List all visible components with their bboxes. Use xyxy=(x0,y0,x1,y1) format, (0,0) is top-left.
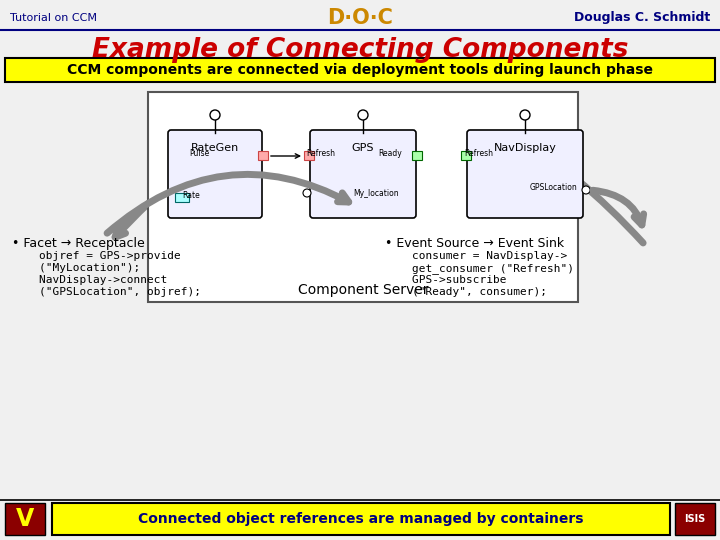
Circle shape xyxy=(358,110,368,120)
Text: get_consumer ("Refresh"): get_consumer ("Refresh") xyxy=(385,263,574,274)
FancyArrowPatch shape xyxy=(593,190,644,225)
Text: objref = GPS->provide: objref = GPS->provide xyxy=(12,251,181,261)
Text: NavDisplay: NavDisplay xyxy=(494,143,557,153)
Text: GPS->subscribe: GPS->subscribe xyxy=(385,275,506,285)
Text: ("MyLocation");: ("MyLocation"); xyxy=(12,263,140,273)
Text: Refresh: Refresh xyxy=(464,148,493,158)
Text: NavDisplay->connect: NavDisplay->connect xyxy=(12,275,167,285)
Text: consumer = NavDisplay->: consumer = NavDisplay-> xyxy=(385,251,567,261)
Text: GPS: GPS xyxy=(352,143,374,153)
FancyBboxPatch shape xyxy=(461,151,471,160)
FancyBboxPatch shape xyxy=(258,151,268,160)
FancyBboxPatch shape xyxy=(304,151,314,160)
Text: Connected object references are managed by containers: Connected object references are managed … xyxy=(138,512,584,526)
Text: • Event Source → Event Sink: • Event Source → Event Sink xyxy=(385,237,564,250)
Text: V: V xyxy=(16,507,34,531)
Circle shape xyxy=(582,186,590,194)
Text: Douglas C. Schmidt: Douglas C. Schmidt xyxy=(574,11,710,24)
Text: CCM components are connected via deployment tools during launch phase: CCM components are connected via deploym… xyxy=(67,63,653,77)
FancyArrowPatch shape xyxy=(107,174,348,233)
Circle shape xyxy=(210,110,220,120)
FancyBboxPatch shape xyxy=(412,151,422,160)
Text: ("GPSLocation", objref);: ("GPSLocation", objref); xyxy=(12,287,201,297)
FancyArrowPatch shape xyxy=(115,96,643,243)
Text: Pulse: Pulse xyxy=(190,148,210,158)
Text: ISIS: ISIS xyxy=(685,514,706,524)
Text: My_location: My_location xyxy=(353,188,399,198)
FancyArrowPatch shape xyxy=(271,154,300,158)
FancyBboxPatch shape xyxy=(148,92,578,302)
FancyBboxPatch shape xyxy=(168,130,262,218)
Text: D·O·C: D·O·C xyxy=(327,8,393,28)
Text: RateGen: RateGen xyxy=(191,143,239,153)
FancyBboxPatch shape xyxy=(175,193,189,202)
Text: Example of Connecting Components: Example of Connecting Components xyxy=(91,37,629,63)
Circle shape xyxy=(520,110,530,120)
Text: Component Server: Component Server xyxy=(298,283,428,297)
Text: Ready: Ready xyxy=(378,148,402,158)
Text: Tutorial on CCM: Tutorial on CCM xyxy=(10,13,97,23)
FancyBboxPatch shape xyxy=(5,503,45,535)
FancyBboxPatch shape xyxy=(467,130,583,218)
Text: Rate: Rate xyxy=(182,191,200,199)
FancyBboxPatch shape xyxy=(675,503,715,535)
Text: Refresh: Refresh xyxy=(306,148,335,158)
FancyBboxPatch shape xyxy=(310,130,416,218)
Text: ("Ready", consumer);: ("Ready", consumer); xyxy=(385,287,547,297)
Circle shape xyxy=(303,189,311,197)
Text: • Facet → Receptacle: • Facet → Receptacle xyxy=(12,237,145,250)
FancyBboxPatch shape xyxy=(5,58,715,82)
Text: GPSLocation: GPSLocation xyxy=(530,183,577,192)
FancyBboxPatch shape xyxy=(52,503,670,535)
